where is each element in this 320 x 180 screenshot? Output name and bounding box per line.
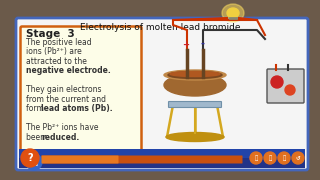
- Text: Stage  3: Stage 3: [26, 29, 75, 39]
- Text: ?: ?: [27, 153, 33, 163]
- Text: They gain electrons: They gain electrons: [26, 85, 101, 94]
- Ellipse shape: [222, 4, 244, 22]
- Text: negative electrode.: negative electrode.: [26, 66, 111, 75]
- Text: ↺: ↺: [296, 156, 300, 161]
- FancyBboxPatch shape: [42, 156, 118, 163]
- Circle shape: [292, 152, 304, 164]
- Text: been: been: [26, 132, 47, 141]
- FancyBboxPatch shape: [19, 158, 305, 168]
- Text: from the current and: from the current and: [26, 94, 106, 103]
- FancyBboxPatch shape: [19, 149, 305, 167]
- Text: ⏩: ⏩: [268, 155, 272, 161]
- Text: ⏪: ⏪: [282, 155, 286, 161]
- Ellipse shape: [168, 71, 222, 78]
- Text: attracted to the: attracted to the: [26, 57, 87, 66]
- Text: +: +: [182, 40, 189, 49]
- Text: The Pb²⁺ ions have: The Pb²⁺ ions have: [26, 123, 99, 132]
- Text: The positive lead: The positive lead: [26, 37, 92, 46]
- Circle shape: [271, 76, 283, 88]
- FancyBboxPatch shape: [169, 102, 221, 107]
- Ellipse shape: [227, 8, 239, 18]
- FancyBboxPatch shape: [20, 26, 141, 159]
- Text: Electrolysis of molten lead bromide: Electrolysis of molten lead bromide: [80, 22, 240, 32]
- Circle shape: [26, 154, 42, 170]
- Ellipse shape: [166, 132, 224, 141]
- Text: ◀: ◀: [30, 157, 38, 167]
- Ellipse shape: [164, 70, 226, 80]
- Circle shape: [285, 85, 295, 95]
- Ellipse shape: [170, 71, 220, 76]
- FancyBboxPatch shape: [42, 156, 243, 163]
- Text: ⏸: ⏸: [254, 155, 258, 161]
- Text: reduced.: reduced.: [41, 132, 79, 141]
- Circle shape: [278, 152, 290, 164]
- Text: ions (Pb²⁺) are: ions (Pb²⁺) are: [26, 47, 82, 56]
- Text: -: -: [201, 39, 205, 49]
- FancyBboxPatch shape: [16, 18, 308, 170]
- Circle shape: [250, 152, 262, 164]
- Circle shape: [21, 149, 39, 167]
- Text: form: form: [26, 104, 46, 113]
- Ellipse shape: [164, 74, 226, 96]
- Text: lead atoms (Pb).: lead atoms (Pb).: [41, 104, 113, 113]
- FancyBboxPatch shape: [267, 69, 304, 103]
- Circle shape: [264, 152, 276, 164]
